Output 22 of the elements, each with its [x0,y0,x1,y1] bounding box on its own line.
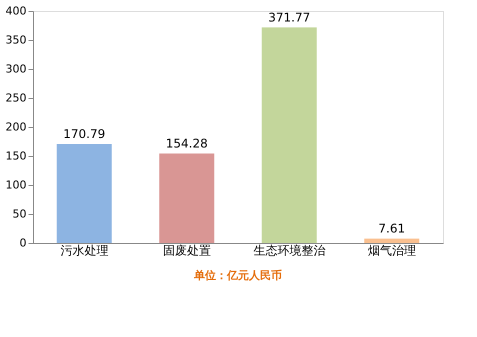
bar [159,154,214,243]
data-label: 7.61 [378,222,406,236]
bar [56,144,112,243]
x-tick-label: 生态环境整治 [253,244,326,258]
y-tick-label: 0 [20,236,26,250]
x-tick-label: 烟气治理 [368,244,416,258]
y-tick-label: 150 [6,150,26,162]
y-tick-label: 350 [6,34,26,46]
y-tick-label: 400 [6,4,26,18]
y-tick-label: 300 [6,62,26,76]
x-tick-label: 固废处置 [162,244,211,258]
data-label: 154.28 [166,136,208,151]
text: 单位：亿元人民币 [193,269,282,282]
data-label: 371.77 [268,10,310,24]
data-label: 170.79 [63,126,106,141]
y-tick-label: 200 [6,120,26,134]
y-tick-label: 100 [6,178,26,192]
bar [364,238,420,243]
y-tick-label: 50 [12,208,26,220]
bar [262,27,317,243]
x-tick-label: 污水处理 [60,244,108,258]
y-tick-label: 250 [6,92,26,104]
